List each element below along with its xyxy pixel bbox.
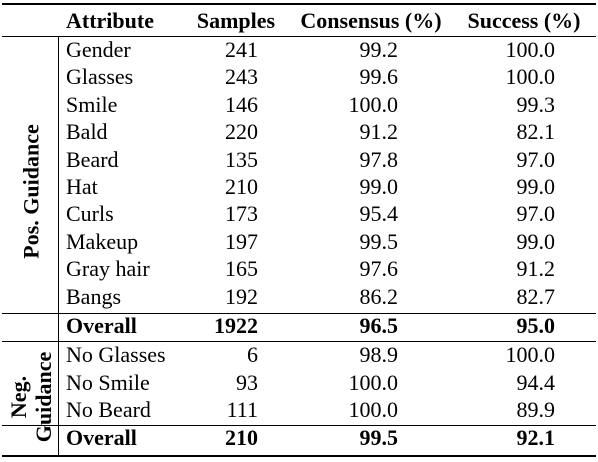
table-row-samples: 173 (225, 201, 258, 227)
table-row-attribute: Gray hair (66, 256, 150, 282)
table-row-samples: 146 (225, 91, 258, 117)
neg-overall-row-success: 92.1 (516, 425, 556, 450)
table-row-attribute: No Smile (66, 369, 150, 395)
table-row-consensus: 99.0 (359, 174, 399, 199)
table-row-attribute: Glasses (66, 64, 134, 90)
table-row-samples: 165 (225, 256, 258, 282)
table-row-success: 97.0 (516, 201, 556, 227)
bottom-rule (2, 455, 596, 457)
group-divider (58, 37, 59, 455)
table-row-attribute: Beard (66, 146, 119, 172)
table-row-samples: 197 (225, 228, 258, 254)
table-row-consensus: 99.2 (359, 37, 399, 62)
pos-overall-row-attribute: Overall (66, 313, 137, 338)
pos-overall-row-consensus: 96.5 (359, 313, 399, 338)
table-row-consensus: 100.0 (348, 91, 399, 117)
table-row-attribute: Gender (66, 37, 131, 62)
table-row-consensus: 91.2 (359, 119, 399, 145)
table-row-consensus: 95.4 (359, 201, 399, 227)
table-row-consensus: 97.6 (359, 256, 399, 282)
table-row-samples: 243 (225, 64, 258, 90)
table-row-success: 100.0 (505, 342, 556, 367)
table-row-samples: 6 (247, 342, 258, 367)
table-row-attribute: No Glasses (66, 342, 166, 367)
header-samples: Samples (196, 8, 276, 33)
neg-overall-row-attribute: Overall (66, 425, 137, 450)
table-row-consensus: 100.0 (348, 397, 399, 422)
table-row-attribute: Curls (66, 201, 114, 227)
table-row-samples: 220 (225, 119, 258, 145)
table-row-samples: 192 (225, 283, 258, 309)
table-row-consensus: 99.6 (359, 64, 399, 90)
table-row-attribute: Bangs (66, 283, 121, 309)
table-row-success: 100.0 (505, 64, 556, 90)
table-row-success: 99.0 (516, 228, 556, 254)
neg-label-line2: Guidance (31, 351, 56, 443)
table-row-samples: 135 (225, 146, 258, 172)
table-row-consensus: 100.0 (348, 369, 399, 395)
top-rule (2, 3, 596, 5)
table-row-samples: 93 (236, 369, 258, 395)
table-row-attribute: Smile (66, 91, 118, 117)
table-row-success: 82.7 (516, 283, 556, 309)
table-row-success: 97.0 (516, 146, 556, 172)
table-row-success: 99.3 (516, 91, 556, 117)
table-row-success: 91.2 (516, 256, 556, 282)
table-row-samples: 111 (226, 397, 258, 422)
neg-overall-row-consensus: 99.5 (359, 425, 399, 450)
table-row-success: 99.0 (516, 174, 556, 199)
header-success: Success (%) (467, 8, 581, 33)
section-rule (2, 341, 596, 342)
table-row-attribute: No Beard (66, 397, 151, 422)
pos-overall-row-samples: 1922 (214, 313, 258, 338)
table-row-attribute: Makeup (66, 228, 139, 254)
header-consensus: Consensus (%) (300, 8, 442, 33)
table-row-success: 100.0 (505, 37, 556, 62)
pos-overall-row-success: 95.0 (516, 313, 556, 338)
table-row-consensus: 86.2 (359, 283, 399, 309)
table-row-consensus: 97.8 (359, 146, 399, 172)
table-row-attribute: Hat (66, 174, 98, 199)
neg-overall-rule (2, 425, 596, 426)
neg-label-line1: Neg. (6, 375, 31, 419)
table-row-samples: 241 (225, 37, 258, 62)
header-attribute: Attribute (66, 8, 154, 33)
table-row-samples: 210 (225, 174, 258, 199)
table-row-success: 82.1 (516, 119, 556, 145)
neg-overall-row-samples: 210 (225, 425, 258, 450)
table-row-success: 94.4 (516, 369, 556, 395)
table-row-consensus: 98.9 (359, 342, 399, 367)
table-row-consensus: 99.5 (359, 228, 399, 254)
table-row-attribute: Bald (66, 119, 108, 145)
table-row-success: 89.9 (516, 397, 556, 422)
pos-overall-rule (2, 313, 596, 314)
header-rule (2, 36, 596, 37)
